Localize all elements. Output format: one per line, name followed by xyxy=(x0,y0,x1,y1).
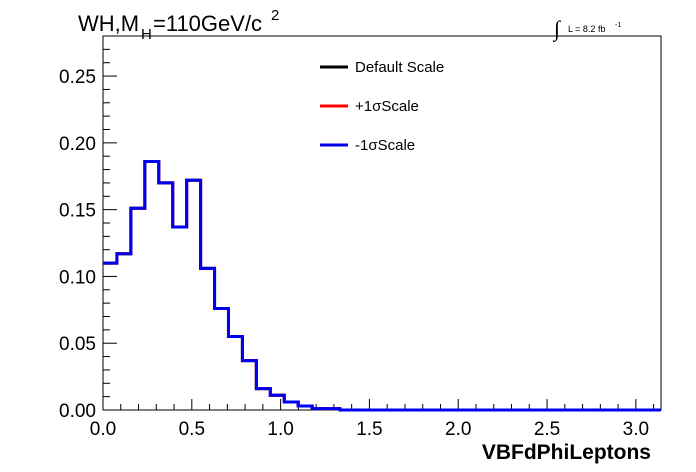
y-tick-label: 0.25 xyxy=(59,67,96,88)
x-tick-label: 0.5 xyxy=(179,419,205,440)
x-tick-label: 1.5 xyxy=(356,419,382,440)
histogram-series xyxy=(103,160,661,412)
y-tick-label: 0.00 xyxy=(59,401,96,422)
legend-label: Default Scale xyxy=(355,59,444,76)
lumi-superscript: -1 xyxy=(615,22,621,29)
legend-label: +1σScale xyxy=(355,98,419,115)
title-subscript: H xyxy=(141,26,152,43)
lumi-text: L = 8.2 fb xyxy=(568,24,605,34)
y-tick-label: 0.15 xyxy=(59,201,96,222)
x-tick-label: 0.0 xyxy=(90,419,116,440)
integral-symbol: ∫ xyxy=(552,16,562,42)
y-axis: 0.00 0.05 0.10 0.15 0.20 0.25 xyxy=(59,35,117,422)
x-axis-title: VBFdPhiLeptons xyxy=(482,441,651,464)
series-layer xyxy=(103,160,661,412)
x-tick-label: 3.0 xyxy=(623,419,649,440)
title-superscript: 2 xyxy=(271,7,279,24)
luminosity-label: ∫ L = 8.2 fb -1 xyxy=(552,16,621,42)
x-axis: 0.0 0.5 1.0 1.5 2.0 2.5 3.0 xyxy=(90,399,655,440)
x-tick-label: 1.0 xyxy=(267,419,293,440)
x-tick-label: 2.5 xyxy=(534,419,560,440)
legend: Default Scale +1σScale -1σScale xyxy=(320,59,444,154)
y-tick-label: 0.10 xyxy=(59,267,96,288)
x-tick-label: 2.0 xyxy=(445,419,471,440)
title-main: WH,M xyxy=(78,11,139,36)
legend-label: -1σScale xyxy=(355,137,415,154)
chart-title: WH,M H =110GeV/c 2 xyxy=(78,7,279,43)
title-rest: =110GeV/c xyxy=(153,11,262,36)
y-tick-label: 0.20 xyxy=(59,134,96,155)
y-tick-label: 0.05 xyxy=(59,334,96,355)
